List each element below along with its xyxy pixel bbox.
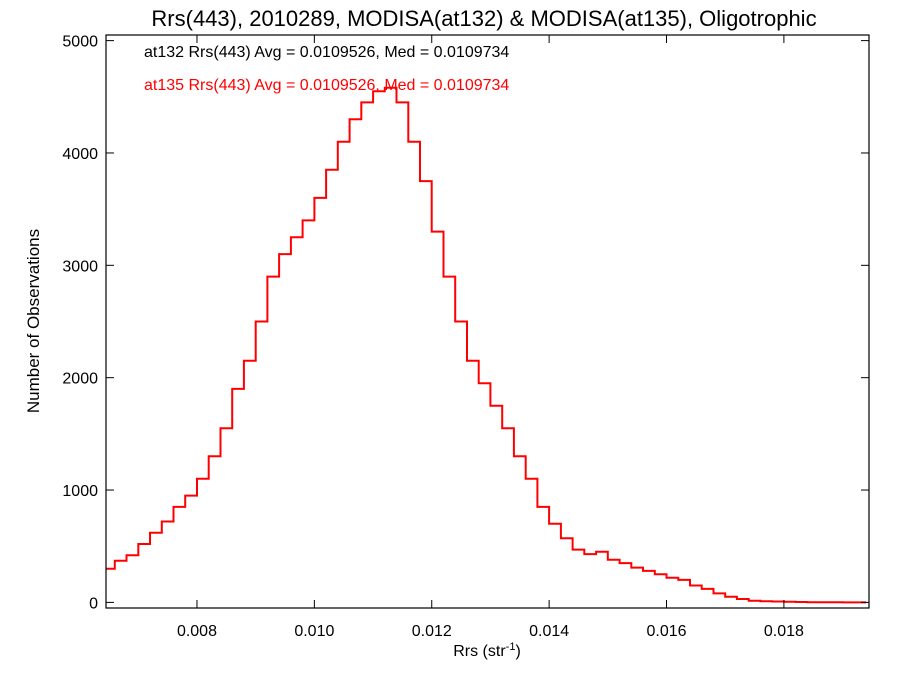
annotation-at132: at132 Rrs(443) Avg = 0.0109526, Med = 0.… xyxy=(144,44,509,61)
series-layer xyxy=(106,86,867,604)
x-tick-label: 0.016 xyxy=(646,623,686,640)
axis-ticks: 0.008 0.010 0.012 0.014 0.016 0.018 0 1000 2000 3… xyxy=(62,34,869,640)
plot-frame xyxy=(105,34,870,609)
annotation-at135: at135 Rrs(443) Avg = 0.0109526, Med = 0.… xyxy=(144,77,509,94)
y-tick-label: 4000 xyxy=(62,146,98,163)
x-tick-label: 0.012 xyxy=(412,623,452,640)
x-tick-label: 0.018 xyxy=(764,623,804,640)
x-axis-label-main: Rrs (str xyxy=(453,643,506,660)
y-axis-label: Number of Observations xyxy=(24,229,43,413)
y-tick-label: 3000 xyxy=(62,258,98,275)
x-tick-label: 0.008 xyxy=(177,623,217,640)
y-tick-label: 5000 xyxy=(62,34,98,51)
y-tick-label: 0 xyxy=(89,595,98,612)
x-tick-label: 0.014 xyxy=(529,623,569,640)
x-axis-label-close: ) xyxy=(515,643,520,660)
y-tick-label: 1000 xyxy=(62,483,98,500)
x-tick-label: 0.010 xyxy=(294,623,334,640)
x-axis-label: Rrs (str-1) xyxy=(453,641,521,660)
y-tick-label: 2000 xyxy=(62,371,98,388)
series-line-0 xyxy=(106,86,867,604)
x-axis-label-sup: -1 xyxy=(506,641,516,653)
chart-title: Rrs(443), 2010289, MODISA(at132) & MODIS… xyxy=(151,6,816,31)
